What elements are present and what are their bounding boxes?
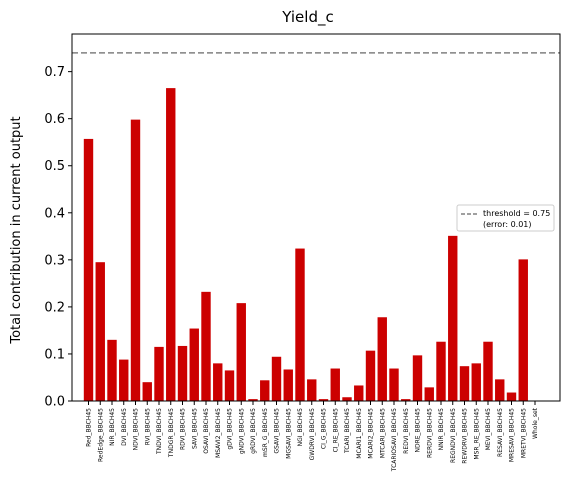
x-tick-label: REWDRVI_BBCH45 — [462, 408, 469, 464]
x-tick-label: RVI_BBCH45 — [144, 408, 151, 445]
x-tick-label: OSAVI_BBCH45 — [203, 408, 210, 454]
x-tick-label: RedEdge_BBCH45 — [97, 408, 104, 462]
x-tick-label: NNIR_BBCH45 — [438, 408, 445, 451]
x-tick-label: MRESAVI_BBCH45 — [509, 408, 516, 462]
bar — [448, 235, 458, 401]
bar — [260, 380, 270, 401]
bar — [283, 369, 293, 401]
x-tick-label: RERDVI_BBCH45 — [426, 408, 433, 458]
x-tick-label: NIR_BBCH45 — [109, 408, 116, 446]
x-tick-label: NDRE_BBCH45 — [415, 408, 422, 453]
bar — [166, 88, 176, 402]
bar — [271, 356, 282, 401]
bar — [130, 119, 141, 401]
bar — [483, 341, 493, 401]
x-tick-label: TCARIOSAVI_BBCH45 — [391, 408, 398, 472]
x-tick-label: GSAVI_BBCH45 — [274, 408, 281, 454]
x-tick-label: MSAVI2_BBCH45 — [215, 408, 222, 458]
x-tick-label: MGSAVI_BBCH45 — [285, 408, 292, 459]
y-tick-label: 0.3 — [44, 253, 65, 268]
x-tick-label: RDVI_BBCH45 — [180, 408, 187, 450]
bar — [224, 370, 235, 401]
y-axis-ticks: 0.0 0.1 0.2 0.3 0.4 0.5 0.6 0.7 — [44, 65, 72, 410]
bar — [354, 385, 364, 401]
x-tick-label: CI_G_BBCH45 — [321, 408, 328, 449]
bar — [107, 339, 117, 401]
x-tick-label: TCARI_BBCH45 — [344, 408, 351, 454]
bar — [424, 387, 434, 401]
y-tick-label: 0.6 — [44, 112, 65, 127]
bar — [436, 341, 446, 401]
y-axis-label: Total contribution in current output — [9, 116, 24, 344]
bar — [177, 345, 188, 401]
x-tick-label: MSR_RE_BBCH45 — [473, 408, 480, 460]
bar — [318, 399, 329, 401]
x-tick-label: NDVI_BBCH45 — [133, 408, 140, 451]
x-axis-ticks: Red_BBCH45 RedEdge_BBCH45 NIR_BBCH45 DVI_BB… — [86, 401, 539, 472]
bar — [189, 328, 199, 401]
x-tick-label: REDVI_BBCH45 — [403, 408, 410, 454]
bar — [83, 138, 94, 402]
x-tick-label: MCARI1_BBCH45 — [356, 408, 363, 459]
x-tick-label: TNDVI_BBCH45 — [156, 408, 163, 455]
bar — [506, 392, 517, 401]
x-tick-label: mSR_G_BBCH45 — [262, 408, 269, 457]
x-tick-label: MCARI2_BBCH45 — [368, 408, 375, 459]
y-tick-label: 0.1 — [44, 347, 65, 362]
x-tick-label: RESAVI_BBCH45 — [497, 408, 504, 457]
bar — [295, 248, 305, 401]
x-tick-label: GWDRVI_BBCH45 — [309, 408, 316, 461]
bar — [471, 363, 481, 401]
x-tick-label: TNDGR_BBCH45 — [168, 408, 175, 458]
x-tick-label: gDVI_BBCH45 — [227, 408, 234, 450]
bar-series — [83, 88, 528, 402]
chart-title: Yield_c — [281, 8, 333, 27]
bar — [213, 363, 223, 401]
legend: threshold = 0.75 (error: 0.01) — [456, 204, 555, 232]
x-tick-label: SAVI_BBCH45 — [191, 408, 198, 449]
bar — [365, 350, 376, 401]
bar — [342, 397, 352, 401]
bar — [248, 399, 258, 401]
bar — [377, 317, 387, 401]
bar — [401, 399, 411, 401]
y-tick-label: 0.0 — [44, 395, 65, 410]
y-tick-label: 0.7 — [44, 65, 65, 80]
bar — [459, 366, 470, 401]
bar — [330, 368, 340, 401]
y-tick-label: 0.5 — [44, 159, 65, 174]
x-tick-label: REGNDVI_BBCH45 — [450, 408, 457, 463]
x-tick-label: Whole_set — [532, 407, 539, 439]
x-tick-label: Red_BBCH45 — [86, 408, 93, 447]
bar — [119, 359, 129, 401]
x-tick-label: gNDVI_BBCH45 — [238, 408, 245, 454]
bar — [142, 382, 152, 401]
x-tick-label: MEVI_BBCH45 — [485, 408, 492, 450]
x-tick-label: MTCARI_BBCH45 — [379, 408, 386, 458]
y-tick-label: 0.4 — [44, 206, 65, 221]
legend-label: threshold = 0.75 — [483, 209, 550, 218]
plot-frame — [71, 33, 561, 402]
bar — [307, 379, 317, 401]
legend-error-label: (error: 0.01) — [483, 220, 532, 229]
bar — [495, 379, 505, 401]
bar — [95, 262, 105, 401]
x-tick-label: DVI_BBCH45 — [121, 408, 128, 446]
bar — [389, 368, 399, 401]
bar — [412, 355, 423, 401]
x-tick-label: MRETVI_BBCH45 — [520, 408, 527, 458]
x-tick-label: CI_RE_BBCH45 — [332, 408, 339, 453]
bar — [154, 346, 164, 401]
y-tick-label: 0.2 — [44, 300, 65, 315]
x-tick-label: gRDVI_BBCH45 — [250, 408, 257, 454]
legend-box — [456, 204, 555, 232]
x-tick-label: NGI_BBCH45 — [297, 408, 304, 447]
bar — [201, 291, 211, 401]
bar — [236, 303, 246, 401]
bar — [518, 259, 528, 401]
